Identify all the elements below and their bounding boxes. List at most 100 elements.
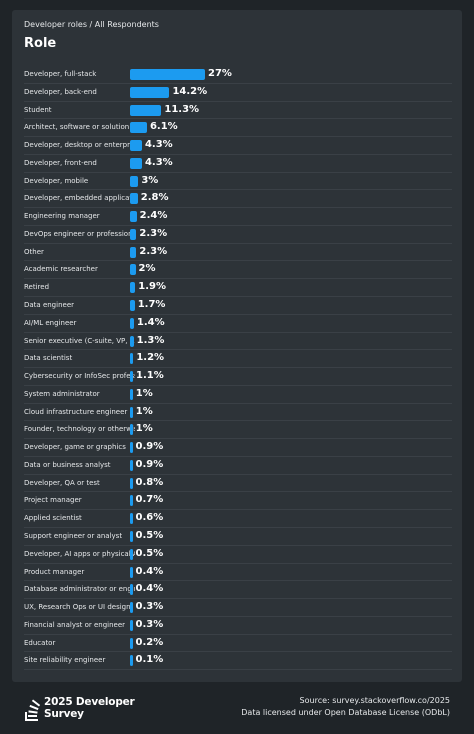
value-label: 0.5%: [135, 547, 164, 559]
bar: [130, 495, 133, 507]
value-label: 2.3%: [139, 245, 168, 257]
category-label: Engineering manager: [24, 212, 100, 221]
category-label: Financial analyst or engineer: [24, 620, 126, 629]
row-divider: [24, 580, 452, 582]
row-divider: [24, 473, 452, 475]
survey-logo: 2025 Developer Survey: [24, 694, 135, 722]
category-label: Educator: [24, 638, 56, 647]
row-divider: [24, 402, 452, 404]
bar-row: Architect, software or solution 6.1%: [12, 119, 452, 138]
bar-row: Project manager 0.7%: [12, 492, 452, 511]
row-divider: [24, 509, 452, 511]
bar: [130, 442, 133, 454]
value-label: 11.3%: [164, 103, 200, 115]
breadcrumb: Developer roles / All Respondents: [24, 20, 159, 29]
bar: [130, 246, 137, 258]
row-divider: [24, 136, 452, 138]
row-divider: [24, 242, 452, 244]
stack-logo-icon: [25, 699, 41, 721]
row-divider: [24, 278, 452, 280]
row-divider: [24, 527, 452, 529]
value-label: 0.7%: [135, 494, 164, 506]
value-label: 0.9%: [135, 458, 164, 470]
row-divider: [24, 651, 452, 653]
category-label: Cybersecurity or InfoSec professional: [24, 372, 135, 381]
bar: [130, 175, 139, 187]
category-label: Architect, software or solution: [24, 123, 130, 132]
bar-row: Data scientist 1.2%: [12, 350, 452, 369]
bar-row: Developer, full-stack 27%: [12, 66, 452, 84]
value-label: 0.1%: [135, 654, 164, 666]
category-label: Database administrator or engineer: [24, 585, 135, 594]
bar-row: Developer, embedded applications 2.8%: [12, 190, 452, 209]
value-label: 6.1%: [149, 121, 178, 133]
value-label: 0.9%: [135, 441, 164, 453]
value-label: 0.8%: [135, 476, 164, 488]
bar-row: Student 11.3%: [12, 102, 452, 120]
row-divider: [24, 153, 452, 155]
chart-title: Role: [24, 36, 57, 51]
value-label: 0.3%: [135, 601, 164, 613]
row-divider: [24, 207, 452, 209]
bar: [130, 619, 133, 631]
row-divider: [24, 367, 452, 369]
bar-row: Educator 0.2%: [12, 635, 452, 653]
bar-row: System administrator 1%: [12, 386, 452, 404]
value-label: 1.1%: [136, 370, 164, 382]
bar-row: Founder, technology or otherwise 1%: [12, 421, 452, 440]
bar: [130, 637, 133, 649]
bar: [130, 300, 135, 311]
bar-row: Support engineer or analyst 0.5%: [12, 528, 452, 546]
bar: [130, 264, 136, 276]
bar: [130, 424, 133, 436]
logo-developer-text: Developer: [75, 696, 135, 708]
category-label: DevOps engineer or professional: [24, 229, 135, 238]
row-divider: [24, 118, 452, 120]
category-label: Product manager: [24, 567, 85, 576]
bar: [130, 655, 133, 667]
bar-row: Developer, QA or test 0.8%: [12, 475, 452, 493]
row-divider: [24, 615, 452, 617]
bar-row: Developer, AI apps or physical AI 0.5%: [12, 546, 452, 564]
value-label: 1.3%: [136, 334, 165, 346]
license-text: Data licensed under Open Database Licens…: [241, 708, 450, 717]
bar-row: Site reliability engineer 0.1%: [12, 652, 452, 671]
bar-row: UX, Research Ops or UI design 0.3%: [12, 599, 452, 617]
value-label: 1.9%: [138, 281, 166, 293]
category-label: Site reliability engineer: [24, 656, 106, 665]
row-divider: [24, 633, 452, 635]
value-label: 0.3%: [135, 618, 164, 630]
bar: [130, 122, 147, 134]
category-label: Cloud infrastructure engineer: [24, 407, 128, 416]
bar: [130, 388, 133, 400]
value-label: 2.3%: [139, 227, 168, 239]
bar-row: DevOps engineer or professional 2.3%: [12, 226, 452, 244]
row-divider: [24, 438, 452, 440]
category-label: Developer, AI apps or physical AI: [24, 549, 135, 558]
category-label: Data scientist: [24, 354, 73, 363]
value-label: 27%: [208, 68, 232, 79]
row-divider: [24, 171, 452, 173]
bar-row: Developer, desktop or enterprise 4.3%: [12, 137, 452, 155]
bar: [130, 548, 133, 560]
category-label: Support engineer or analyst: [24, 532, 123, 541]
row-divider: [24, 669, 452, 671]
footer: 2025 Developer Survey Source: survey.sta…: [12, 690, 462, 730]
bar-row: Applied scientist 0.6%: [12, 510, 452, 529]
value-label: 0.4%: [135, 583, 164, 595]
category-label: System administrator: [24, 389, 100, 398]
category-label: Developer, front-end: [24, 158, 97, 167]
row-divider: [24, 562, 452, 564]
bar: [130, 193, 138, 205]
value-label: 1%: [135, 405, 153, 417]
row-divider: [24, 349, 452, 351]
value-label: 1.4%: [136, 316, 165, 328]
bar: [130, 531, 133, 543]
category-label: Developer, desktop or enterprise: [24, 141, 135, 150]
category-label: Project manager: [24, 496, 82, 505]
value-label: 14.2%: [172, 85, 208, 97]
value-label: 2.8%: [140, 192, 169, 204]
row-divider: [24, 384, 452, 386]
source-link[interactable]: Source: survey.stackoverflow.co/2025: [299, 696, 450, 705]
